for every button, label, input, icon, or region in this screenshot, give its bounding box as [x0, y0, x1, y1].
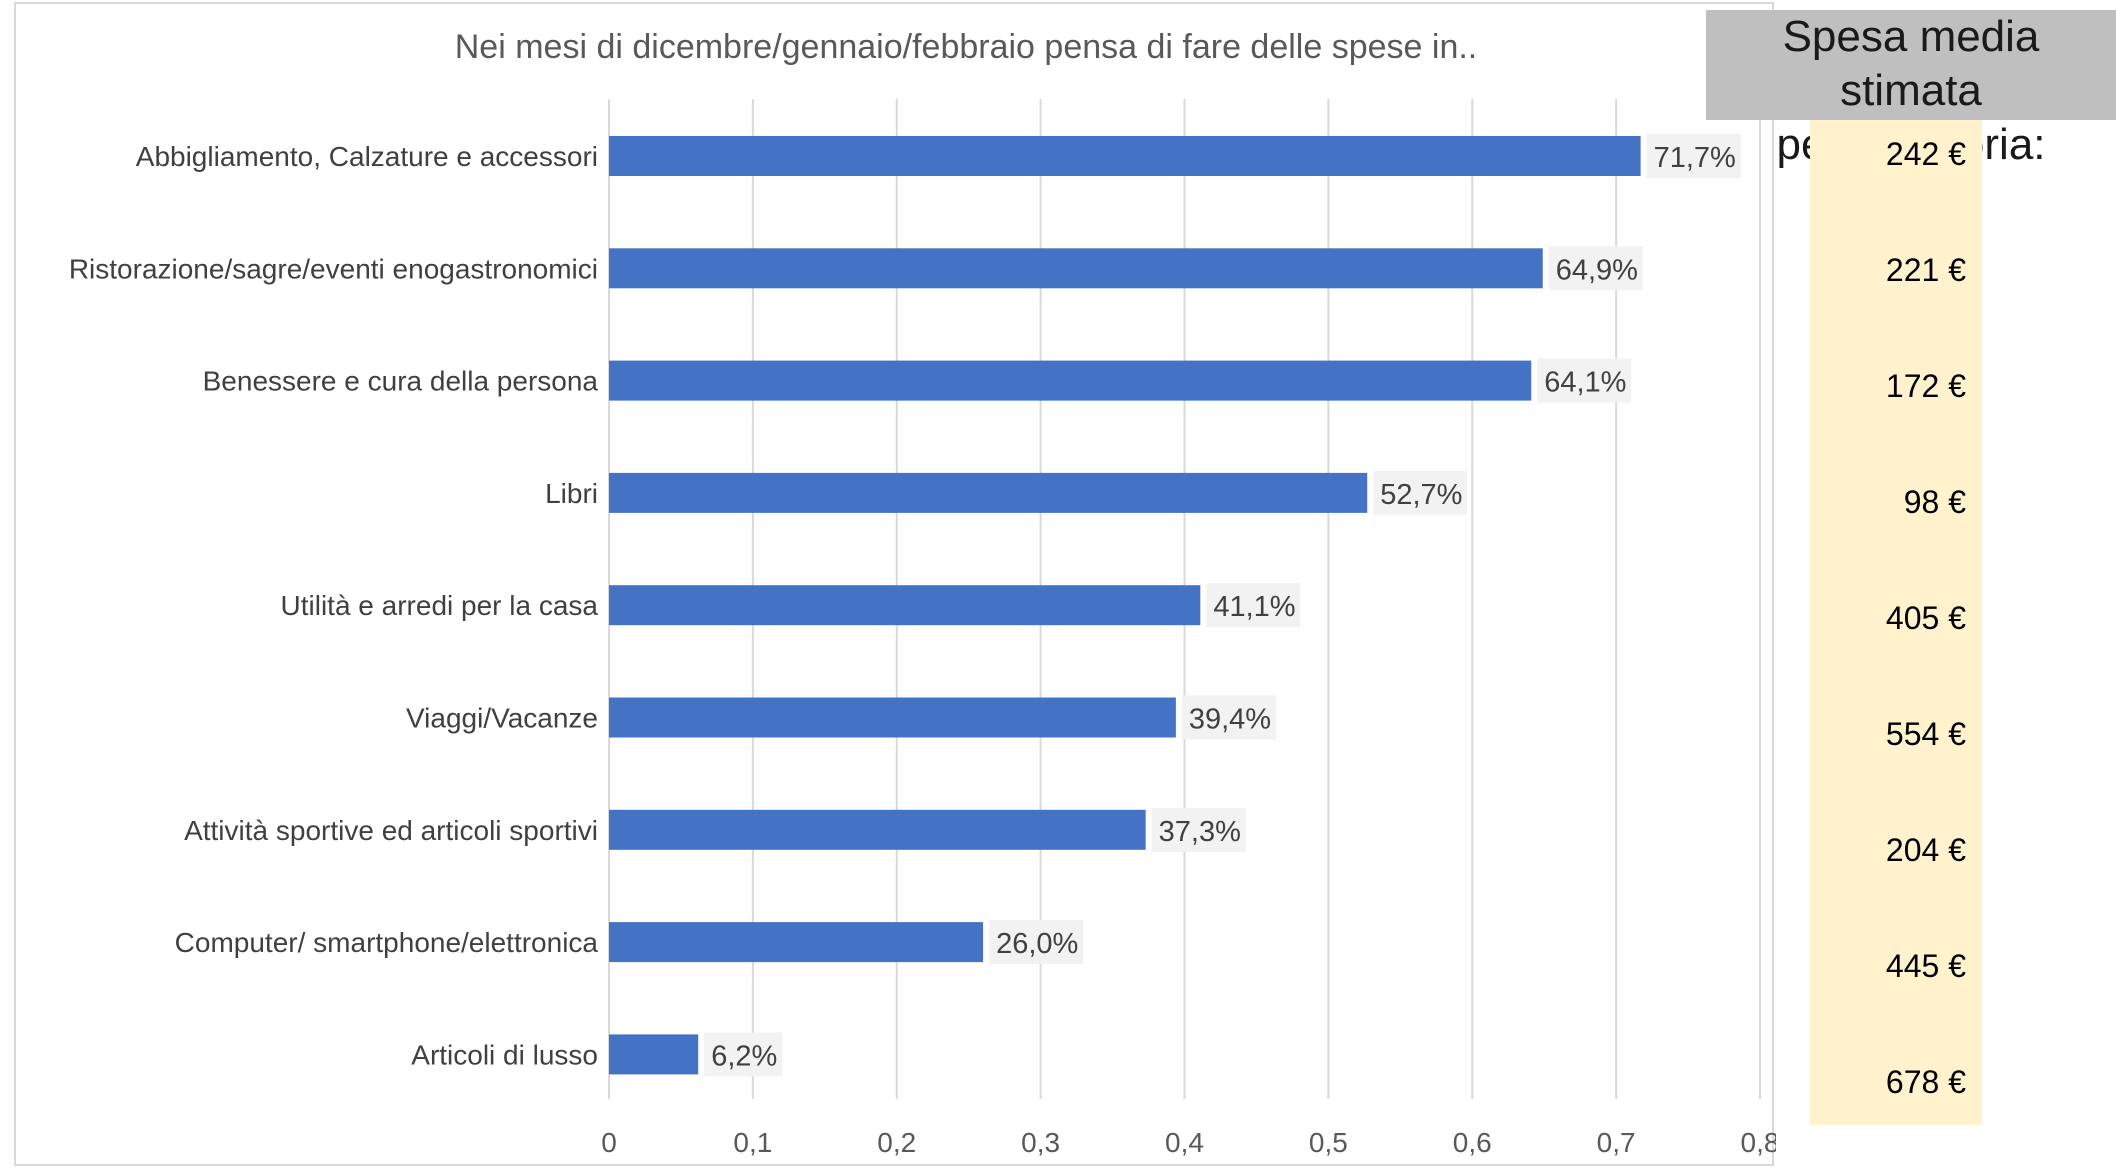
category-label: Abbigliamento, Calzature e accessori: [136, 141, 598, 172]
data-label: 64,9%: [1556, 254, 1638, 286]
data-label: 52,7%: [1380, 479, 1462, 511]
data-label-background: [1206, 583, 1301, 628]
data-label: 37,3%: [1159, 816, 1241, 848]
data-label-background: [704, 1032, 783, 1077]
data-label-background: [1537, 358, 1632, 403]
labels: 0 0,1 0,2 0,3 0,4 0,5 0,6 0,7 0,8 Abbigliamento, …: [69, 134, 1776, 1158]
data-label: 41,1%: [1213, 591, 1295, 623]
data-label: 71,7%: [1654, 142, 1736, 174]
x-tick-label: 0,2: [877, 1127, 916, 1158]
bar: [609, 922, 984, 963]
x-tick-label: 0: [601, 1127, 617, 1158]
bar: [609, 248, 1543, 289]
category-label: Articoli di lusso: [411, 1039, 598, 1070]
data-label-background: [989, 920, 1084, 965]
bar-chart: Nei mesi di dicembre/gennaio/febbraio pe…: [69, 28, 1776, 1158]
category-label: Benessere e cura della persona: [203, 366, 599, 397]
average-spend-value: 445 €: [1885, 948, 1966, 984]
x-tick-label: 0,7: [1597, 1127, 1636, 1158]
average-spend-value: 554 €: [1885, 716, 1966, 752]
data-label-background: [1646, 134, 1741, 178]
x-tick-label: 0,3: [1021, 1127, 1060, 1158]
data-label-background: [1151, 807, 1246, 852]
average-spend-value: 405 €: [1885, 600, 1966, 636]
chart-frame: Nei mesi di dicembre/gennaio/febbraio pe…: [14, 2, 1776, 1166]
side-heading: Spesa media stimata per categoria:: [1706, 10, 2116, 169]
bar: [609, 360, 1532, 401]
bar: [609, 1034, 699, 1075]
average-spend-value: 98 €: [1903, 484, 1966, 520]
average-spend-value: 242 €: [1885, 136, 1966, 172]
data-label: 39,4%: [1189, 704, 1271, 736]
category-label: Computer/ smartphone/elettronica: [175, 927, 599, 958]
x-tick-label: 0,4: [1165, 1127, 1204, 1158]
bar: [609, 585, 1201, 626]
bar: [609, 809, 1146, 850]
average-spend-value: 204 €: [1885, 832, 1966, 868]
bars: [609, 136, 1641, 1075]
category-label: Viaggi/Vacanze: [406, 703, 598, 734]
category-label: Utilità e arredi per la casa: [281, 590, 599, 621]
average-spend-panel: 242 € 221 € 172 € 98 € 405 € 554 € 204 € 445 € 6…: [1810, 120, 1982, 1125]
x-tick-label: 0,1: [733, 1127, 772, 1158]
x-tick-label: 0,6: [1453, 1127, 1492, 1158]
bar: [609, 697, 1176, 738]
category-label: Libri: [545, 478, 598, 509]
x-tick-label: 0,8: [1741, 1127, 1776, 1158]
x-tick-label: 0,5: [1309, 1127, 1348, 1158]
data-label-background: [1181, 695, 1276, 740]
category-label: Ristorazione/sagre/eventi enogastronomic…: [69, 253, 598, 284]
average-spend-value: 172 €: [1885, 368, 1966, 404]
bar: [609, 472, 1368, 513]
data-label-background: [1373, 470, 1468, 515]
chart-title: Nei mesi di dicembre/gennaio/febbraio pe…: [455, 28, 1478, 66]
average-spend-value: 221 €: [1885, 252, 1966, 288]
bar: [609, 136, 1641, 176]
data-label: 64,1%: [1544, 367, 1626, 399]
data-label: 6,2%: [711, 1040, 777, 1072]
data-label: 26,0%: [996, 928, 1078, 960]
average-spend-value: 678 €: [1885, 1064, 1966, 1100]
data-label-background: [1548, 246, 1643, 291]
category-label: Attività sportive ed articoli sportivi: [184, 815, 598, 846]
